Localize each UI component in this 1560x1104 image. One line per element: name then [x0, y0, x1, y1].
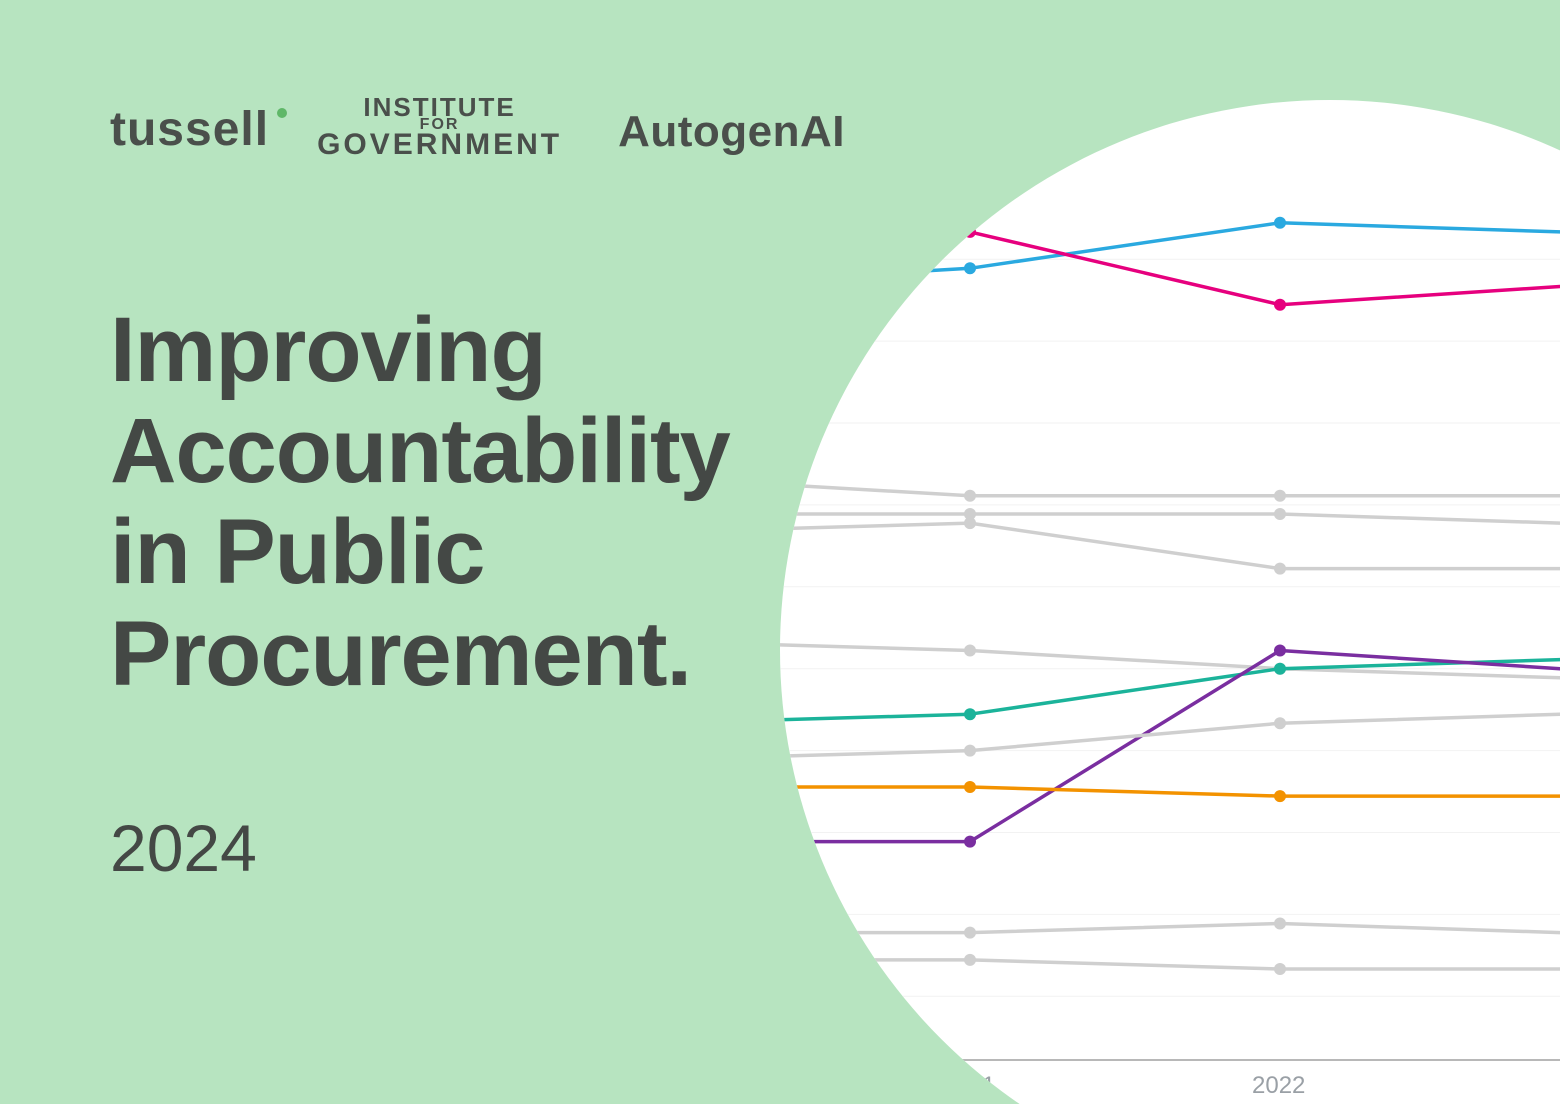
title-line-3: in Public	[110, 502, 730, 603]
ifg-line1: INSTITUTE	[363, 96, 515, 118]
chart-x-label: 2021	[942, 1072, 995, 1100]
year-label: 2024	[110, 810, 257, 886]
page-root: tussell INSTITUTE FOR GOVERNMENT Autogen…	[0, 0, 1560, 1104]
tussell-dot-icon	[277, 108, 287, 118]
tussell-text: tussell	[110, 103, 269, 156]
ifg-logo: INSTITUTE FOR GOVERNMENT	[317, 96, 562, 157]
ifg-line3: GOVERNMENT	[317, 132, 562, 158]
tussell-logo: tussell	[110, 102, 287, 157]
title-line-2: Accountability	[110, 401, 730, 502]
line-chart	[780, 100, 1560, 1104]
chart-container: 2021 2022	[780, 100, 1560, 1104]
logo-row: tussell INSTITUTE FOR GOVERNMENT Autogen…	[110, 96, 845, 157]
page-title: Improving Accountability in Public Procu…	[110, 300, 730, 705]
chart-x-label: 2022	[1252, 1072, 1305, 1100]
title-line-4: Procurement.	[110, 604, 730, 705]
chart-inner: 2021 2022	[780, 100, 1560, 1104]
title-line-1: Improving	[110, 300, 730, 401]
